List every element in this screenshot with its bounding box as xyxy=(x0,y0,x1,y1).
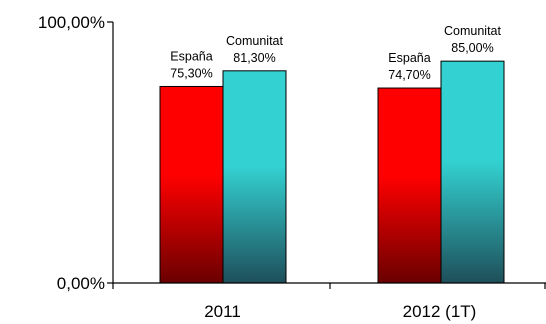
series-name-label: Comunitat xyxy=(444,24,501,38)
bar-espana-1 xyxy=(377,87,442,284)
y-tick-label: 100,00% xyxy=(38,13,105,32)
x-tick-label: 2012 (1T) xyxy=(403,302,477,321)
labels-layer: España 75,30% Comunitat 81,30% 2011 España 74,… xyxy=(170,24,501,321)
axes-layer: 0,00% 100,00% xyxy=(38,13,546,293)
data-label: 75,30% xyxy=(170,66,212,80)
bar-comunitat-1 xyxy=(440,60,505,284)
bar-comunitat-0 xyxy=(222,70,287,284)
y-tick-label: 0,00% xyxy=(57,274,105,293)
series-name-label: España xyxy=(388,51,430,65)
bars-layer xyxy=(159,60,505,284)
data-label: 81,30% xyxy=(233,51,275,65)
x-tick-label: 2011 xyxy=(204,302,241,321)
data-label: 85,00% xyxy=(451,41,493,55)
series-name-label: España xyxy=(170,49,212,63)
bar-espana-0 xyxy=(159,85,224,284)
data-label: 74,70% xyxy=(388,68,430,82)
series-name-label: Comunitat xyxy=(226,34,283,48)
